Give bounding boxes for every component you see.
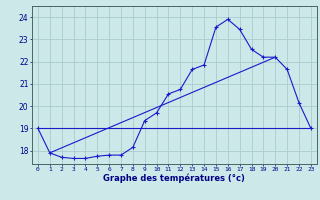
X-axis label: Graphe des températures (°c): Graphe des températures (°c) — [103, 174, 245, 183]
